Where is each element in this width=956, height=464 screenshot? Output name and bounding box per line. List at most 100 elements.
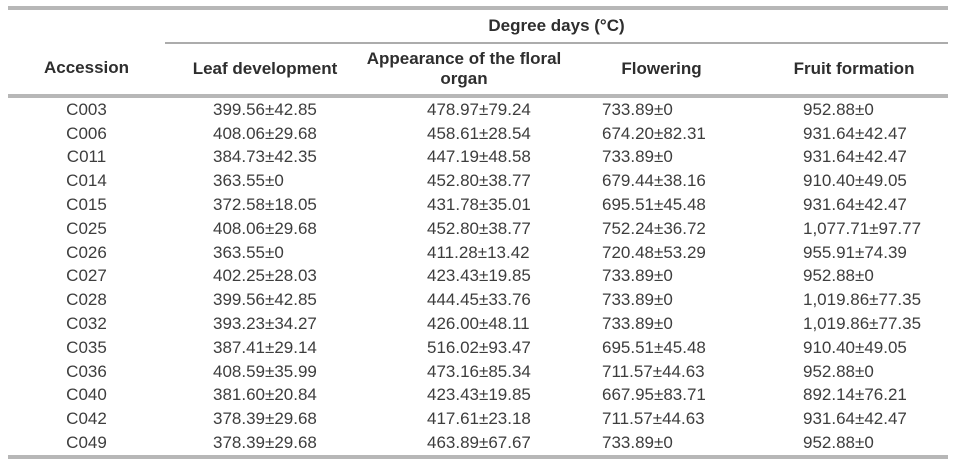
degree-days-value-cell: 892.14±76.21 [803, 385, 907, 405]
degree-days-value-cell: 733.89±0 [602, 290, 673, 310]
table-row: C027 402.25±28.03 423.43±19.85 733.89±0 952.… [8, 265, 948, 289]
degree-days-value-cell: 667.95±83.71 [602, 385, 706, 405]
corner-spacer [8, 8, 165, 43]
accession-cell: C028 [66, 290, 107, 310]
degree-days-value-cell: 516.02±93.47 [427, 337, 531, 357]
table-row: C014 363.55±0 452.80±38.77 679.44±38.16 910.… [8, 169, 948, 193]
degree-days-value-cell: 411.28±13.42 [427, 242, 530, 262]
degree-days-value-cell: 910.40±49.05 [803, 171, 907, 191]
degree-days-value-cell: 402.25±28.03 [213, 266, 317, 286]
degree-days-value-cell: 679.44±38.16 [602, 171, 706, 191]
degree-days-value-cell: 378.39±29.68 [213, 409, 317, 429]
degree-days-value-cell: 478.97±79.24 [427, 99, 531, 119]
degree-days-value-cell: 408.06±29.68 [213, 123, 317, 143]
degree-days-value-cell: 931.64±42.47 [803, 123, 907, 143]
degree-days-value-cell: 733.89±0 [602, 266, 673, 286]
degree-days-value-cell: 931.64±42.47 [803, 409, 907, 429]
degree-days-table: Degree days (°C) Accession Leaf developm… [8, 6, 949, 459]
column-header-row: Accession Leaf development Appearance of… [8, 43, 949, 98]
table-row: C006 408.06±29.68 458.61±28.54 674.20±82.31… [8, 122, 948, 146]
degree-days-value-cell: 752.24±36.72 [602, 218, 706, 238]
accession-cell: C011 [66, 147, 107, 167]
accession-cell: C025 [66, 218, 107, 238]
degree-days-value-cell: 931.64±42.47 [803, 147, 907, 167]
degree-days-value-cell: 378.39±29.68 [213, 433, 317, 453]
degree-days-value-cell: 473.16±85.34 [427, 361, 531, 381]
table-row: C040 381.60±20.84 423.43±19.85 667.95±83.71… [8, 384, 948, 408]
accession-cell: C036 [66, 361, 107, 381]
column-header-leaf-development: Leaf development [165, 43, 365, 98]
degree-days-value-cell: 952.88±0 [803, 361, 874, 381]
degree-days-value-cell: 458.61±28.54 [427, 123, 531, 143]
degree-days-value-cell: 444.45±33.76 [427, 290, 531, 310]
accession-cell: C049 [66, 433, 107, 453]
table-row: C015 372.58±18.05 431.78±35.01 695.51±45.48… [8, 193, 948, 217]
accession-cell: C014 [66, 171, 107, 191]
accession-cell: C015 [66, 195, 107, 215]
accession-cell: C032 [66, 314, 107, 334]
degree-days-value-cell: 1,019.86±77.35 [803, 290, 922, 310]
table-row: C003 399.56±42.85 478.97±79.24 733.89±0 952.… [8, 96, 948, 122]
column-header-fruit-formation: Fruit formation [760, 43, 949, 98]
degree-days-value-cell: 931.64±42.47 [803, 195, 907, 215]
table-row: C049 378.39±29.68 463.89±67.67 733.89±0 952.… [8, 431, 948, 457]
degree-days-value-cell: 711.57±44.63 [602, 409, 705, 429]
degree-days-value-cell: 955.91±74.39 [803, 242, 907, 262]
accession-cell: C026 [66, 242, 107, 262]
accession-cell: C040 [66, 385, 107, 405]
degree-days-value-cell: 423.43±19.85 [427, 385, 531, 405]
degree-days-value-cell: 695.51±45.48 [602, 337, 706, 357]
degree-days-value-cell: 393.23±34.27 [213, 314, 317, 334]
degree-days-value-cell: 952.88±0 [803, 433, 874, 453]
degree-days-value-cell: 426.00±48.11 [427, 314, 530, 334]
degree-days-value-cell: 387.41±29.14 [213, 337, 317, 357]
table-body: C003 399.56±42.85 478.97±79.24 733.89±0 952.… [8, 96, 948, 457]
degree-days-value-cell: 733.89±0 [602, 433, 673, 453]
degree-days-value-cell: 399.56±42.85 [213, 290, 317, 310]
degree-days-value-cell: 711.57±44.63 [602, 361, 705, 381]
table-header: Degree days (°C) Accession Leaf developm… [8, 8, 949, 98]
degree-days-value-cell: 452.80±38.77 [427, 171, 531, 191]
degree-days-value-cell: 417.61±23.18 [427, 409, 531, 429]
degree-days-value-cell: 381.60±20.84 [213, 385, 317, 405]
degree-days-value-cell: 399.56±42.85 [213, 99, 317, 119]
degree-days-value-cell: 463.89±67.67 [427, 433, 531, 453]
degree-days-value-cell: 733.89±0 [602, 314, 673, 334]
accession-cell: C042 [66, 409, 107, 429]
degree-days-value-cell: 384.73±42.35 [213, 147, 317, 167]
degree-days-value-cell: 1,077.71±97.77 [803, 218, 922, 238]
degree-days-value-cell: 733.89±0 [602, 99, 673, 119]
degree-days-value-cell: 363.55±0 [213, 242, 284, 262]
table-row: C011 384.73±42.35 447.19±48.58 733.89±0 931.… [8, 146, 948, 170]
table-row: C026 363.55±0 411.28±13.42 720.48±53.29 955.… [8, 241, 948, 265]
accession-cell: C035 [66, 337, 107, 357]
degree-days-value-cell: 452.80±38.77 [427, 218, 531, 238]
degree-days-value-cell: 408.06±29.68 [213, 218, 317, 238]
degree-days-value-cell: 408.59±35.99 [213, 361, 317, 381]
accession-cell: C003 [66, 99, 107, 119]
degree-days-value-cell: 447.19±48.58 [427, 147, 531, 167]
degree-days-value-cell: 423.43±19.85 [427, 266, 531, 286]
table-row: C025 408.06±29.68 452.80±38.77 752.24±36.72… [8, 217, 948, 241]
span-header-row: Degree days (°C) [8, 8, 949, 44]
table-row: C028 399.56±42.85 444.45±33.76 733.89±0 1,01… [8, 288, 948, 312]
span-header-degree-days: Degree days (°C) [165, 8, 949, 44]
table-row: C042 378.39±29.68 417.61±23.18 711.57±44.63… [8, 407, 948, 431]
column-header-flowering: Flowering [563, 43, 760, 98]
table-row: C032 393.23±34.27 426.00±48.11 733.89±0 1,01… [8, 312, 948, 336]
degree-days-value-cell: 910.40±49.05 [803, 337, 907, 357]
accession-cell: C006 [66, 123, 107, 143]
table-row: C035 387.41±29.14 516.02±93.47 695.51±45.48… [8, 336, 948, 360]
column-header-accession: Accession [8, 43, 165, 98]
degree-days-value-cell: 733.89±0 [602, 147, 673, 167]
degree-days-value-cell: 720.48±53.29 [602, 242, 706, 262]
paper-table-page: Degree days (°C) Accession Leaf developm… [0, 6, 956, 464]
degree-days-value-cell: 372.58±18.05 [213, 195, 317, 215]
degree-days-value-cell: 431.78±35.01 [427, 195, 531, 215]
accession-cell: C027 [66, 266, 107, 286]
degree-days-value-cell: 1,019.86±77.35 [803, 314, 922, 334]
table-row: C036 408.59±35.99 473.16±85.34 711.57±44.63… [8, 360, 948, 384]
degree-days-value-cell: 952.88±0 [803, 99, 874, 119]
degree-days-value-cell: 952.88±0 [803, 266, 874, 286]
column-header-floral-organ: Appearance of the floral organ [365, 43, 563, 98]
